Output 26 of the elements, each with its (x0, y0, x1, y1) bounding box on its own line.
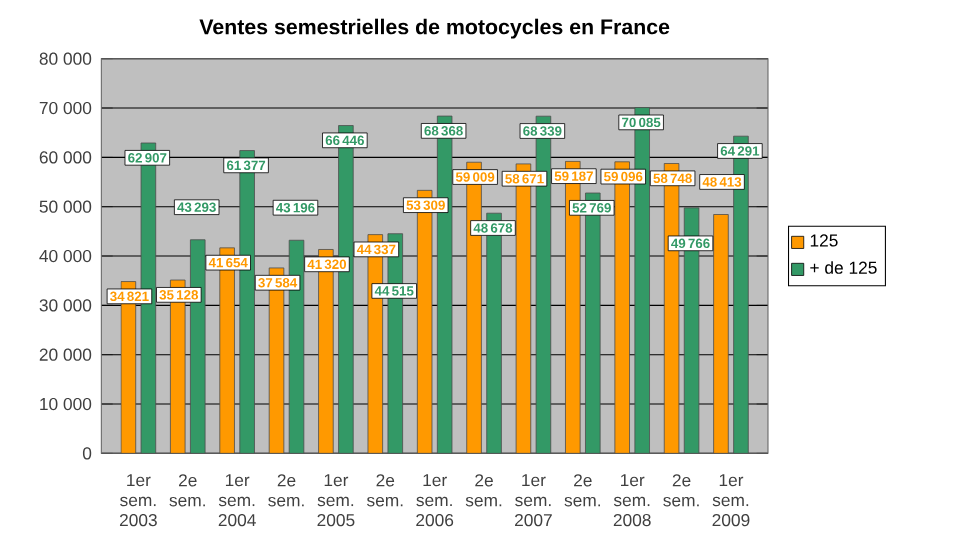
y-tick-label: 60 000 (39, 151, 92, 164)
legend-label: + de 125 (810, 261, 877, 274)
y-tick-label: 70 000 (39, 101, 92, 115)
y-tick-label: 40 000 (39, 249, 92, 263)
y-tick-label: 0 (82, 447, 92, 460)
y-tick-label: 80 000 (39, 52, 92, 65)
bar (713, 214, 729, 454)
x-tick-label: 2e sem. (169, 474, 205, 507)
y-tick-label: 20 000 (39, 348, 92, 361)
x-tick-label: 2e sem. (268, 474, 304, 507)
y-tick-label: 50 000 (39, 200, 92, 213)
x-tick-label: 2e sem. (663, 474, 699, 507)
x-tick-label: 1er sem. 2003 (119, 474, 157, 527)
x-tick-label: 2e sem. (564, 474, 600, 507)
x-tick-label: 1er sem. 2004 (218, 474, 256, 527)
x-tick-label: 1er sem. 2006 (416, 474, 454, 527)
chart-title: Ventes semestrielles de motocycles en France (199, 18, 670, 39)
x-tick-label: 2e sem. (465, 474, 502, 507)
x-tick-label: 2e sem. (367, 474, 403, 507)
y-tick-label: 30 000 (39, 299, 92, 312)
x-tick-label: 1er sem. 2009 (712, 474, 750, 527)
x-tick-label: 1er sem. 2008 (613, 474, 651, 527)
legend-label: 125 (810, 234, 838, 247)
y-tick-label: 10 000 (40, 397, 92, 411)
x-tick-label: 1er sem. 2007 (515, 474, 552, 527)
x-tick-label: 1er sem. 2005 (317, 474, 355, 527)
